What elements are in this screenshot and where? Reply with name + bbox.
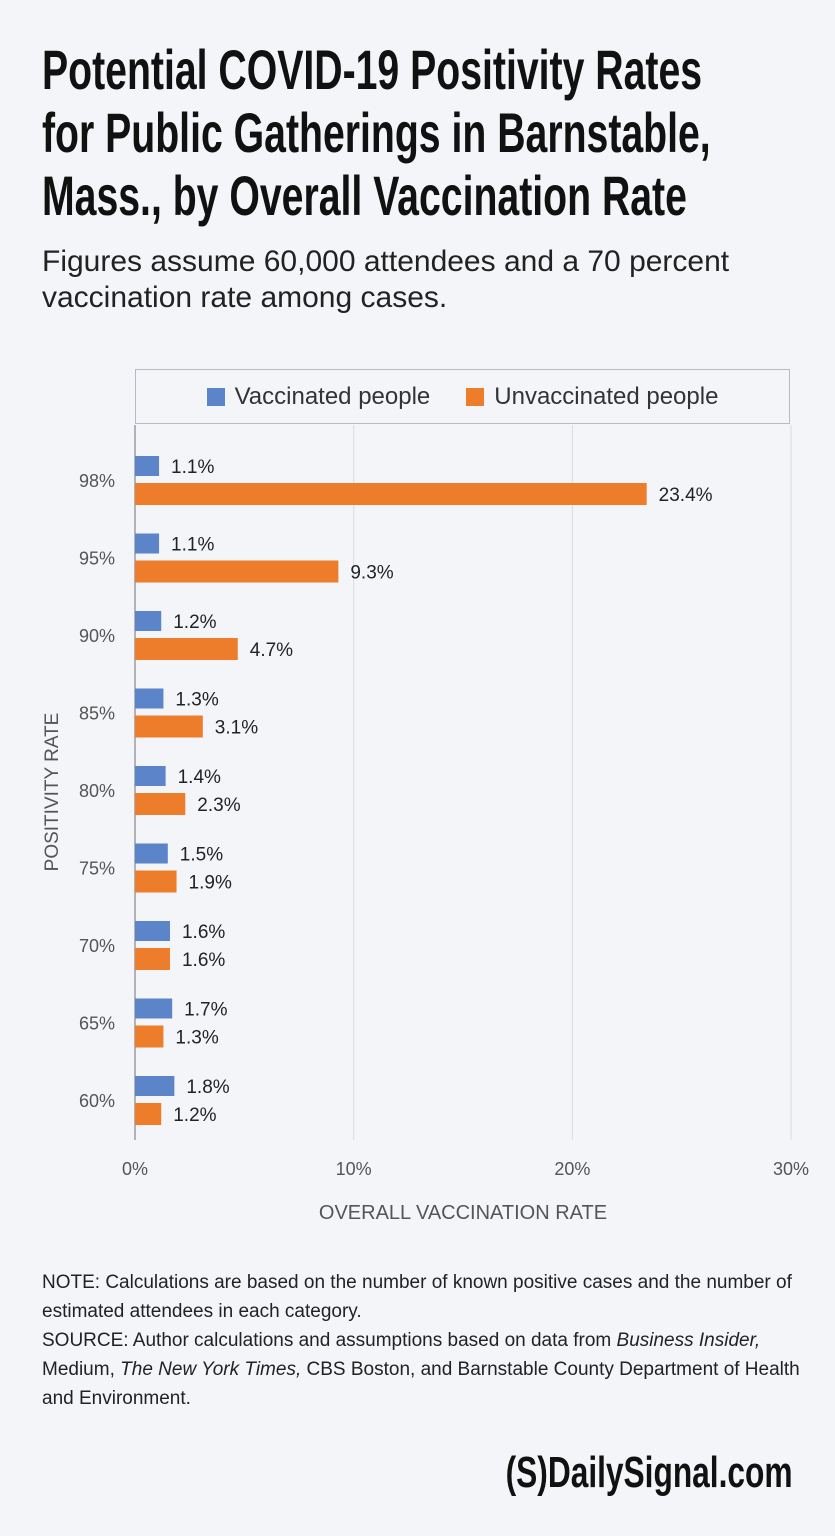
data-label: 1.6% (182, 922, 225, 943)
bar-vaccinated (135, 1076, 175, 1096)
notes: NOTE: Calculations are based on the numb… (42, 1268, 802, 1413)
y-tick-label: 75% (79, 859, 115, 879)
title-line: Mass., by Overall Vaccination Rate (42, 164, 687, 227)
bar-vaccinated (135, 611, 162, 631)
data-label: 2.3% (197, 795, 240, 816)
bar-vaccinated (135, 456, 160, 476)
bar-chart: 0% 10% 20% 30% OVERALL VACCINATION RATE POSIT… (42, 425, 809, 1224)
y-tick-label: 85% (79, 704, 115, 724)
x-tick-label: 20% (554, 1159, 590, 1179)
legend-label: Unvaccinated people (494, 382, 719, 410)
bar-unvaccinated (135, 793, 186, 815)
bar-vaccinated (135, 921, 170, 941)
x-axis-label: OVERALL VACCINATION RATE (319, 1202, 607, 1224)
y-tick-label: 60% (79, 1091, 115, 1111)
data-label: 1.7% (184, 1000, 227, 1021)
y-tick-label: 65% (79, 1014, 115, 1034)
data-label: 1.9% (189, 873, 232, 894)
title-line: for Public Gatherings in Barnstable, (42, 101, 711, 164)
y-axis-label: POSITIVITY RATE (42, 713, 63, 872)
title-line: Potential COVID-19 Positivity Rates (42, 38, 703, 101)
data-label: 3.1% (215, 718, 258, 739)
y-tick-label: 98% (79, 471, 115, 491)
data-label: 1.2% (173, 612, 216, 633)
legend-item-unvaccinated: Unvaccinated people (466, 383, 718, 411)
chart-subtitle: Figures assume 60,000 attendees and a 70… (42, 245, 730, 314)
source-part: Medium, (42, 1359, 121, 1380)
bar-vaccinated (135, 843, 168, 864)
bar-unvaccinated (135, 870, 177, 893)
source-part: CBS Boston, and Barnstable County Depart… (42, 1359, 800, 1409)
data-label: 1.3% (175, 690, 218, 711)
data-label: 23.4% (659, 485, 713, 506)
legend-item-vaccinated: Vaccinated people (206, 382, 431, 411)
data-label: 4.7% (250, 640, 293, 661)
source-part: Business Insider, (616, 1330, 761, 1351)
data-label: 1.4% (178, 767, 221, 788)
note-text: NOTE: Calculations are based on the numb… (42, 1272, 792, 1322)
data-label: 1.6% (182, 950, 225, 971)
x-tick-label: 30% (773, 1159, 809, 1179)
bar-unvaccinated (135, 1103, 162, 1125)
bar-vaccinated (135, 998, 173, 1019)
bar-unvaccinated (135, 560, 339, 583)
bar-vaccinated (135, 688, 164, 709)
data-label: 1.8% (186, 1077, 229, 1098)
bar-vaccinated (135, 533, 160, 554)
bar-unvaccinated (135, 715, 203, 738)
x-tick-label: 0% (122, 1159, 148, 1179)
source-text: SOURCE: Author calculations and assumpti… (42, 1326, 802, 1413)
legend: Vaccinated people Unvaccinated people (135, 369, 790, 424)
data-label: 1.5% (180, 845, 223, 866)
data-label: 1.1% (171, 457, 214, 478)
bar-vaccinated (135, 766, 166, 786)
y-tick-label: 90% (79, 626, 115, 646)
data-label: 1.1% (171, 535, 214, 556)
bar-unvaccinated (135, 1025, 164, 1048)
data-label: 1.3% (175, 1028, 218, 1049)
legend-label: Vaccinated people (234, 382, 431, 410)
bar-unvaccinated (135, 638, 238, 660)
y-tick-label: 70% (79, 936, 115, 956)
y-tick-label: 80% (79, 781, 115, 801)
y-tick-label: 95% (79, 549, 115, 569)
source-part: SOURCE: Author calculations and assumpti… (42, 1330, 617, 1351)
bar-unvaccinated (135, 483, 647, 505)
chart-title: Potential COVID-19 Positivity Rates for … (42, 38, 812, 227)
data-label: 1.2% (173, 1105, 216, 1126)
x-tick-label: 10% (336, 1159, 372, 1179)
data-label: 9.3% (350, 563, 393, 584)
bar-unvaccinated (135, 948, 170, 970)
legend-swatch-vaccinated (206, 387, 225, 406)
legend-swatch-unvaccinated (466, 387, 485, 406)
dailysignal-logo: (S)DailySignal.com (506, 1448, 793, 1497)
source-part: The New York Times, (120, 1359, 302, 1380)
